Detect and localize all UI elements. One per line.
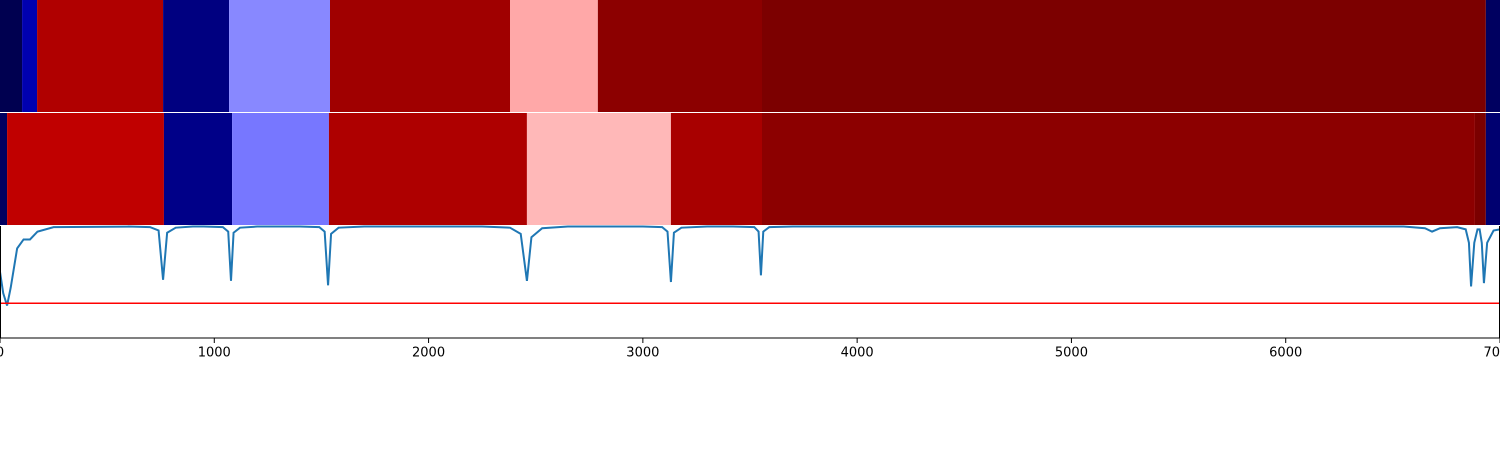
x-tick-label: 1000: [198, 346, 231, 361]
segment: [0, 0, 23, 112]
x-tick-label: 6000: [1269, 346, 1302, 361]
segment: [163, 113, 233, 225]
x-tick-label: 4000: [841, 346, 874, 361]
segment: [1485, 113, 1500, 225]
x-tick-label: 3000: [626, 346, 659, 361]
segment: [7, 113, 164, 225]
x-tick-label: 0: [0, 346, 4, 361]
segment: [526, 113, 671, 225]
segment: [232, 113, 329, 225]
segment: [0, 113, 8, 225]
segment: [330, 0, 510, 112]
segment: [762, 113, 1475, 225]
segment: [163, 0, 230, 112]
data-line: [0, 225, 1500, 306]
x-tick-label: 5000: [1055, 346, 1088, 361]
segment: [597, 0, 762, 112]
segment: [670, 113, 762, 225]
segment: [22, 0, 38, 112]
x-tick-label: 2000: [412, 346, 445, 361]
segment: [762, 0, 1486, 112]
segment: [37, 0, 164, 112]
x-tick-label: 7000: [1483, 346, 1500, 361]
segment: [1485, 0, 1500, 112]
segment: [328, 113, 527, 225]
segment: [510, 0, 598, 112]
segment: [1474, 113, 1486, 225]
segment: [229, 0, 330, 112]
